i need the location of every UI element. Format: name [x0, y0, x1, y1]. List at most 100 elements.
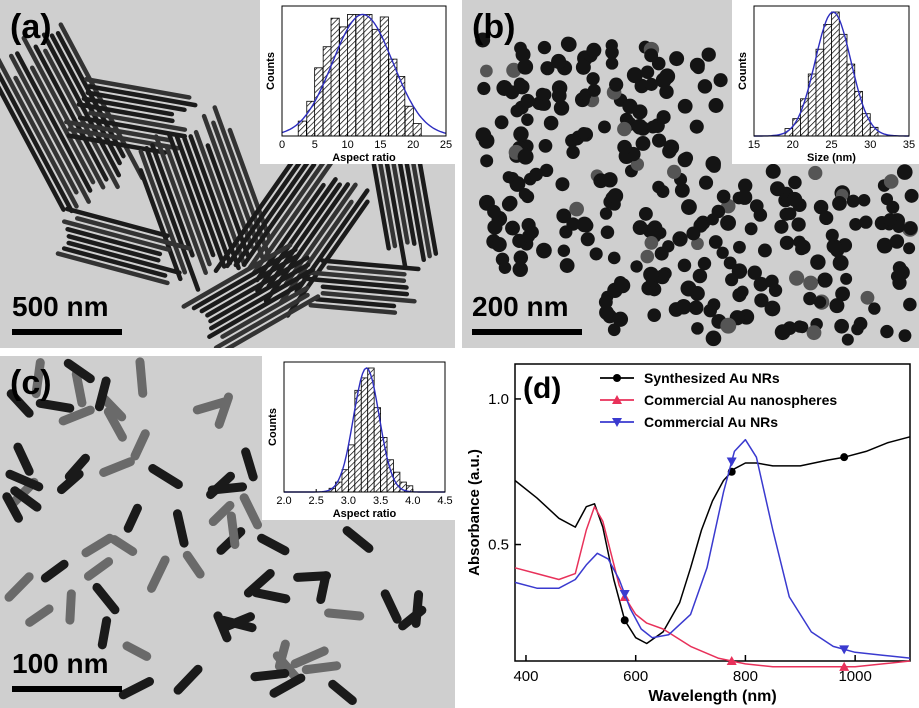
nanosphere — [697, 79, 713, 94]
short-nanorod — [213, 611, 232, 643]
nanosphere — [808, 165, 823, 181]
legend-marker — [613, 374, 621, 382]
short-nanorod — [25, 604, 54, 627]
nanosphere — [540, 61, 555, 76]
nanosphere — [478, 132, 495, 149]
nanosphere — [652, 133, 667, 148]
nanosphere — [675, 298, 692, 315]
data-marker — [840, 453, 849, 462]
nanorod — [29, 65, 96, 185]
nanosphere — [593, 173, 609, 189]
nanosphere — [557, 244, 571, 258]
short-nanorod — [135, 357, 148, 398]
short-nanorod — [328, 679, 357, 706]
y-axis-label: Counts — [737, 52, 749, 90]
panel-d-spectra: 400 600 800 1000 0.5 1.0 Wavelength (nm) Absorb… — [455, 356, 919, 708]
nanorod — [153, 134, 208, 275]
nanosphere — [681, 199, 697, 215]
short-nanorod — [148, 464, 183, 489]
nanorod — [298, 269, 407, 284]
histogram-bar — [869, 126, 879, 137]
histogram-bar — [371, 28, 381, 137]
nanosphere — [705, 330, 722, 347]
x-tick-label: 20 — [407, 139, 419, 151]
nanosphere — [560, 36, 576, 51]
short-nanorod — [324, 608, 365, 621]
x-tick-label: 15 — [748, 139, 760, 151]
nanosphere — [779, 235, 795, 250]
nanosphere — [626, 67, 643, 84]
nanosphere — [723, 256, 737, 270]
nanosphere — [813, 199, 829, 215]
x-tick-label: 3.5 — [373, 495, 388, 507]
short-nanorod — [123, 503, 142, 533]
nanosphere — [860, 290, 875, 305]
nanosphere — [753, 208, 768, 222]
nanosphere — [707, 298, 721, 312]
nanosphere — [753, 276, 769, 292]
nanosphere — [494, 115, 509, 130]
nanosphere — [713, 73, 728, 88]
nanosphere — [580, 232, 595, 247]
nanorod — [199, 254, 299, 314]
nanosphere — [725, 273, 739, 287]
nanosphere — [892, 261, 907, 275]
nanosphere — [708, 235, 723, 249]
nanosphere — [566, 145, 580, 159]
nanosphere — [883, 213, 897, 227]
nanorod — [164, 144, 212, 267]
histogram-bar — [854, 90, 863, 137]
nanorod — [76, 102, 175, 124]
nanosphere — [691, 237, 704, 251]
histogram-bar — [831, 11, 840, 137]
data-marker — [839, 661, 850, 671]
x-tick-label: 1000 — [838, 668, 871, 685]
histogram-bar — [838, 33, 848, 137]
nanosphere — [774, 324, 791, 341]
nanorod-micrograph — [0, 22, 439, 348]
nanosphere — [635, 136, 651, 151]
short-nanorod — [208, 500, 235, 527]
nanosphere — [537, 40, 552, 55]
panel-b-scale-bar — [472, 329, 582, 335]
short-nanorod — [398, 605, 427, 631]
nanorod — [61, 246, 168, 278]
nanosphere — [680, 280, 697, 297]
nanorod — [0, 71, 74, 214]
x-axis-label: Aspect ratio — [332, 152, 396, 164]
short-nanorod — [316, 571, 331, 605]
nanorod — [55, 251, 170, 286]
x-tick-label: 25 — [440, 139, 452, 151]
short-nanorod — [31, 358, 45, 399]
short-nanorod — [301, 661, 342, 675]
nanosphere — [680, 151, 694, 165]
nanorod — [166, 131, 216, 258]
nanorod — [247, 161, 326, 271]
x-tick-label: 600 — [623, 668, 648, 685]
x-tick-label: 25 — [825, 139, 837, 151]
nanorod — [283, 182, 358, 287]
short-nanorod — [172, 509, 189, 548]
nanosphere — [764, 300, 781, 317]
nanorod — [201, 113, 254, 249]
nanorod — [191, 247, 298, 311]
short-nanorod — [206, 471, 236, 500]
legend-marker — [612, 395, 622, 404]
nanosphere — [643, 266, 659, 283]
nanosphere — [835, 286, 850, 302]
nanosphere — [577, 126, 590, 140]
nanorod — [302, 276, 409, 290]
nanosphere — [803, 291, 817, 306]
aspect-ratio-histogram-c: 2.0 2.5 3.0 3.5 4.0 4.5 Aspect ratio Counts — [267, 361, 453, 520]
nanorod — [207, 280, 305, 339]
nanosphere — [569, 201, 584, 217]
data-marker — [619, 590, 630, 600]
nanosphere — [677, 258, 692, 273]
panel-a-inset-histogram: 0 5 10 15 20 25 Aspect ratio Counts — [260, 0, 455, 164]
nanosphere — [698, 175, 714, 190]
nanosphere — [716, 189, 731, 204]
x-tick-label: 400 — [513, 668, 538, 685]
panel-b-tem-image: (b) 200 nm 15 20 25 30 35 Size (nm) Counts — [462, 0, 919, 348]
histogram-bar — [815, 48, 825, 137]
short-nanorod — [65, 589, 76, 625]
